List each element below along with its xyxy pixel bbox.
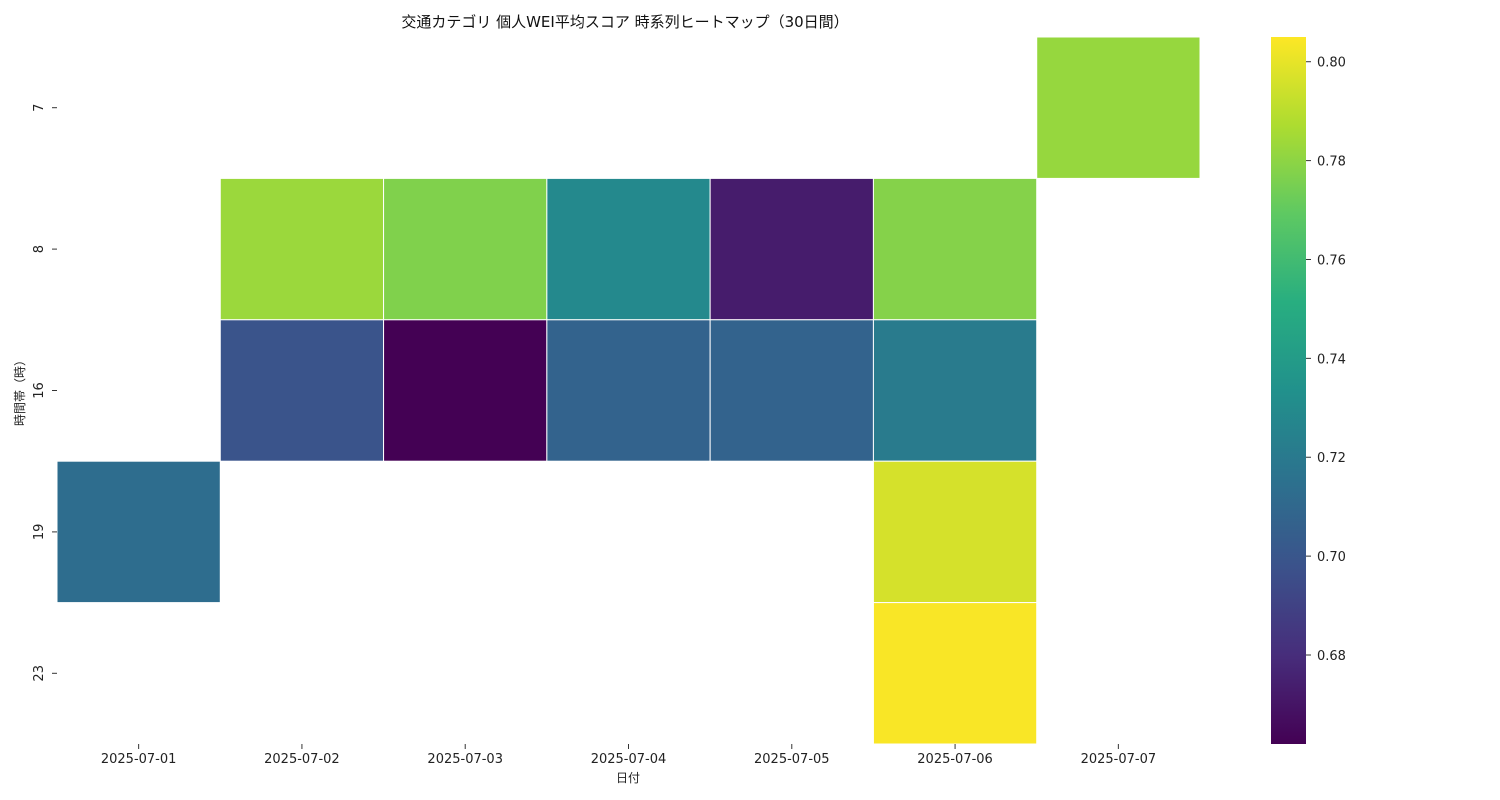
heatmap-cell-16-2025-07-06 — [872, 319, 1038, 462]
x-tick-label: 2025-07-03 — [427, 752, 503, 767]
heatmap-cell-19-2025-07-01 — [56, 460, 221, 604]
x-tick-label: 2025-07-05 — [754, 752, 830, 767]
heatmap-cell-19-2025-07-06 — [872, 460, 1038, 604]
colorbar-tick-label: 0.72 — [1317, 451, 1346, 466]
heatmap-cell-7-2025-07-07 — [1036, 36, 1201, 179]
x-tick-label: 2025-07-02 — [264, 752, 340, 767]
heatmap-cell-16-2025-07-02 — [219, 319, 385, 462]
x-axis-label: 日付 — [616, 771, 640, 785]
heatmap-cell-8-2025-07-02 — [219, 177, 385, 321]
colorbar-tick-label: 0.74 — [1317, 352, 1346, 367]
colorbar-tick-label: 0.70 — [1317, 550, 1346, 565]
colorbar-tick-label: 0.76 — [1317, 253, 1346, 268]
heatmap-cell-23-2025-07-06 — [872, 602, 1038, 745]
x-tick-label: 2025-07-06 — [917, 752, 993, 767]
y-axis-label: 時間帯（時） — [13, 354, 27, 426]
heatmap-cells — [56, 36, 1201, 745]
heatmap-cell-16-2025-07-05 — [709, 319, 874, 462]
x-tick-label: 2025-07-04 — [591, 752, 667, 767]
heatmap-cell-8-2025-07-06 — [872, 177, 1038, 321]
x-axis-ticks: 2025-07-01 2025-07-02 2025-07-03 2025-07-04… — [101, 744, 1156, 767]
colorbar-tick-label: 0.68 — [1317, 649, 1346, 664]
x-tick-label: 2025-07-01 — [101, 752, 177, 767]
colorbar-ticks: 0.68 0.70 0.72 0.74 0.76 0.78 0.80 — [1306, 56, 1346, 664]
y-tick-label: 19 — [32, 524, 47, 541]
chart-title: 交通カテゴリ 個人WEI平均スコア 時系列ヒートマップ（30日間） — [401, 13, 848, 31]
heatmap-cell-16-2025-07-04 — [546, 319, 711, 462]
y-tick-label: 16 — [32, 382, 47, 399]
y-tick-label: 23 — [32, 665, 47, 682]
heatmap-cell-8-2025-07-03 — [383, 177, 548, 321]
colorbar-tick-label: 0.80 — [1317, 56, 1346, 71]
x-tick-label: 2025-07-07 — [1081, 752, 1157, 767]
heatmap-cell-8-2025-07-05 — [709, 177, 874, 321]
y-tick-label: 8 — [32, 245, 47, 253]
y-axis-ticks: 7 8 16 19 23 — [32, 104, 57, 682]
y-tick-label: 7 — [32, 104, 47, 112]
heatmap-cell-8-2025-07-04 — [546, 177, 711, 321]
colorbar-tick-label: 0.78 — [1317, 155, 1346, 170]
heatmap-cell-16-2025-07-03 — [383, 319, 548, 462]
colorbar — [1271, 37, 1306, 744]
